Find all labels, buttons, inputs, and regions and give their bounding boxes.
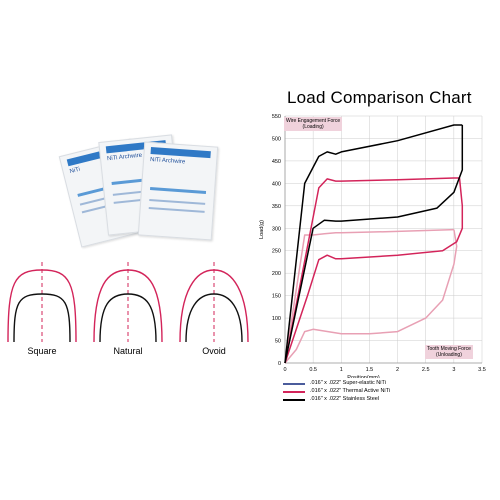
- arch-forms: Square Natural Ovoid: [0, 262, 265, 372]
- legend-label-superelastic: .016" x .022" Super-elastic NiTi: [310, 380, 386, 386]
- y-tick-label: 400: [272, 181, 281, 187]
- series-2-loading-line: [284, 124, 463, 364]
- x-tick-label: 3: [452, 367, 455, 373]
- package-right: NiTi Archwire: [137, 141, 219, 241]
- arch-ovoid: [179, 262, 249, 343]
- legend-label-thermal: .016" x .022" Thermal Active NiTi: [310, 388, 391, 394]
- annotation-unloading-line2: (Unloading): [436, 352, 462, 358]
- annotation-unloading-line1: Tooth Moving Force: [427, 346, 471, 352]
- x-tick-label: 2.5: [422, 367, 430, 373]
- y-axis-label: Load(g): [259, 220, 265, 239]
- y-tick-label: 550: [272, 114, 281, 120]
- legend-swatch-thermal: [283, 391, 305, 393]
- y-tick-label: 200: [272, 271, 281, 277]
- x-tick-label: 1: [340, 367, 343, 373]
- x-tick-label: 0.5: [309, 367, 317, 373]
- x-tick-label: 0: [283, 367, 286, 373]
- package-middle-label: NiTi Archwire: [106, 152, 143, 163]
- x-axis-label: Position(mm): [347, 375, 380, 378]
- arch-label-ovoid: Ovoid: [202, 346, 226, 356]
- series-2-unloading-line: [284, 125, 464, 364]
- package-left-label: NiTi: [69, 166, 81, 176]
- y-tick-label: 250: [272, 249, 281, 255]
- x-tick-label: 3.5: [478, 367, 486, 373]
- arch-forms-drawing: [7, 262, 249, 343]
- legend-label-steel: .016" x .022" Stainless Steel: [310, 396, 380, 402]
- package-right-label: NiTi Archwire: [149, 156, 186, 166]
- arch-square: [7, 262, 77, 343]
- y-tick-label: 350: [272, 204, 281, 210]
- x-tick-label: 2: [396, 367, 399, 373]
- annotation-loading: Wire Engagement Force (Loading): [284, 117, 343, 131]
- series-1-loading-line: [284, 177, 460, 364]
- y-tick-label: 500: [272, 136, 281, 142]
- arch-label-square: Square: [27, 346, 57, 356]
- chart-title: Load Comparison Chart: [287, 88, 472, 107]
- series-0-loading-line: [284, 228, 454, 364]
- archwire-packages-photo: NiTi NiTi Archwire NiTi Archwire: [55, 128, 225, 248]
- arch-label-natural: Natural: [113, 346, 143, 356]
- series-1-unloading-line: [284, 177, 464, 364]
- arch-natural: [93, 262, 163, 343]
- y-tick-label: 0: [278, 361, 281, 367]
- y-tick-label: 100: [272, 316, 281, 322]
- y-tick-label: 150: [272, 294, 281, 300]
- y-tick-label: 50: [275, 339, 281, 345]
- legend-swatch-superelastic: [283, 383, 305, 385]
- annotation-unloading: Tooth Moving Force (Unloading): [425, 345, 473, 359]
- series-0-unloading-line: [284, 229, 458, 364]
- load-comparison-chart: 0 50 100 150 200 250 300 350 400 450 500 550 0 0.5 1 1.…: [259, 114, 486, 378]
- x-tick-label: 1.5: [366, 367, 374, 373]
- annotation-loading-line1: Wire Engagement Force: [286, 118, 341, 124]
- legend-swatch-steel: [283, 399, 305, 401]
- y-tick-label: 450: [272, 159, 281, 165]
- annotation-loading-line2: (Loading): [302, 124, 324, 130]
- y-tick-label: 300: [272, 226, 281, 232]
